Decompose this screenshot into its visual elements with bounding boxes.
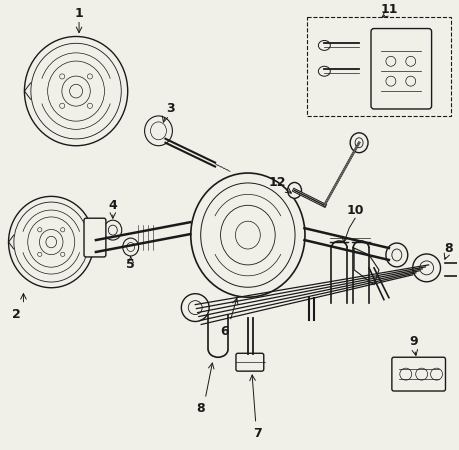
Ellipse shape bbox=[319, 66, 330, 76]
Text: 9: 9 bbox=[409, 335, 418, 348]
Text: 3: 3 bbox=[166, 103, 175, 116]
Ellipse shape bbox=[145, 116, 173, 146]
Ellipse shape bbox=[386, 243, 408, 267]
FancyBboxPatch shape bbox=[371, 28, 431, 109]
Text: 4: 4 bbox=[108, 199, 117, 212]
Text: 2: 2 bbox=[12, 308, 21, 321]
Ellipse shape bbox=[288, 182, 302, 198]
Text: 8: 8 bbox=[444, 242, 453, 255]
Ellipse shape bbox=[104, 220, 122, 240]
Text: 8: 8 bbox=[196, 402, 205, 415]
Circle shape bbox=[413, 254, 441, 282]
Text: 11: 11 bbox=[380, 3, 397, 16]
Ellipse shape bbox=[350, 133, 368, 153]
Ellipse shape bbox=[9, 196, 94, 288]
Text: 5: 5 bbox=[126, 258, 135, 271]
Text: 10: 10 bbox=[347, 204, 364, 217]
Bar bbox=[308, 17, 452, 116]
FancyBboxPatch shape bbox=[392, 357, 446, 391]
Ellipse shape bbox=[123, 238, 139, 256]
Ellipse shape bbox=[319, 40, 330, 50]
Text: 12: 12 bbox=[269, 176, 286, 189]
Text: 7: 7 bbox=[253, 427, 262, 440]
Text: 1: 1 bbox=[75, 7, 84, 20]
Ellipse shape bbox=[24, 36, 128, 146]
FancyBboxPatch shape bbox=[84, 218, 106, 257]
Polygon shape bbox=[354, 248, 379, 285]
Circle shape bbox=[181, 294, 209, 321]
Text: 6: 6 bbox=[221, 325, 230, 338]
FancyBboxPatch shape bbox=[236, 353, 264, 371]
Ellipse shape bbox=[191, 173, 305, 297]
